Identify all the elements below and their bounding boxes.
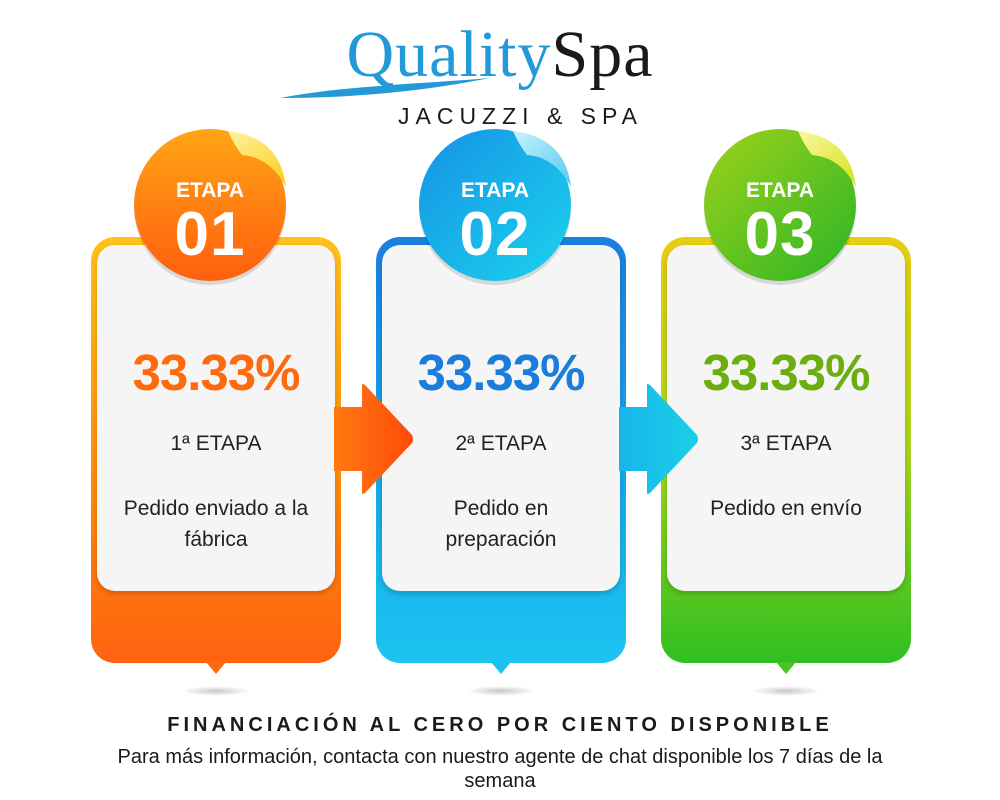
badge-circle-icon [134, 129, 286, 285]
stage-label: 3ª ETAPA [740, 432, 832, 455]
badge-number: 02 [459, 200, 531, 269]
badge-number: 03 [744, 200, 816, 269]
contact-info-text: Para más información, contacta con nuest… [117, 746, 883, 792]
badge-label: ETAPA [175, 179, 245, 202]
card-shadow [181, 686, 251, 696]
stage-badge-1: ETAPA 01 [130, 127, 290, 287]
stage-description: Pedido en envío [710, 497, 862, 520]
stage-card-panel: 33.33% 3ª ETAPA Pedido en envío [667, 245, 905, 591]
logo-tagline: JACUZZI & SPA [398, 103, 643, 129]
stage-label: 1ª ETAPA [170, 432, 262, 455]
badge-circle-icon [419, 129, 571, 285]
stage-label: 2ª ETAPA [455, 432, 547, 455]
stage-badge-2: ETAPA 02 [415, 127, 575, 287]
logo-brand-spa: Spa [551, 18, 654, 91]
financing-headline: FINANCIACIÓN AL CERO POR CIENTO DISPONIB… [167, 714, 833, 736]
logo-swoosh-icon [280, 78, 490, 98]
stage-percent: 33.33% [417, 344, 586, 401]
logo-wordmark: QualitySpa [250, 20, 750, 90]
stage-description: Pedido en preparación [445, 497, 557, 551]
stage-percent: 33.33% [132, 344, 301, 401]
card-shadow [466, 686, 536, 696]
arrow-right-icon [619, 384, 698, 494]
stage-percent: 33.33% [702, 344, 871, 401]
stage-card-1: 33.33% 1ª ETAPA Pedido enviado a la fábr… [91, 237, 341, 663]
arrow-right-icon [334, 384, 413, 494]
stage-badge-3: ETAPA 03 [700, 127, 860, 287]
card-shadow [751, 686, 821, 696]
badge-label: ETAPA [460, 179, 530, 202]
badge-circle-icon [704, 129, 856, 285]
badge-number: 01 [174, 200, 246, 269]
stage-card-3: 33.33% 3ª ETAPA Pedido en envío [661, 237, 911, 663]
card-pointer-icon [776, 662, 796, 674]
logo-brand-quality: Quality [346, 18, 552, 91]
badge-label: ETAPA [745, 179, 815, 202]
stage-card-panel: 33.33% 2ª ETAPA Pedido en preparación [382, 245, 620, 591]
stage-card-2: 33.33% 2ª ETAPA Pedido en preparación [376, 237, 626, 663]
stage-description: Pedido enviado a la fábrica [123, 497, 309, 551]
card-pointer-icon [491, 662, 511, 674]
stage-card-panel: 33.33% 1ª ETAPA Pedido enviado a la fábr… [97, 245, 335, 591]
card-pointer-icon [206, 662, 226, 674]
quality-spa-logo: QualitySpa JACUZZI & SPA [250, 20, 750, 128]
